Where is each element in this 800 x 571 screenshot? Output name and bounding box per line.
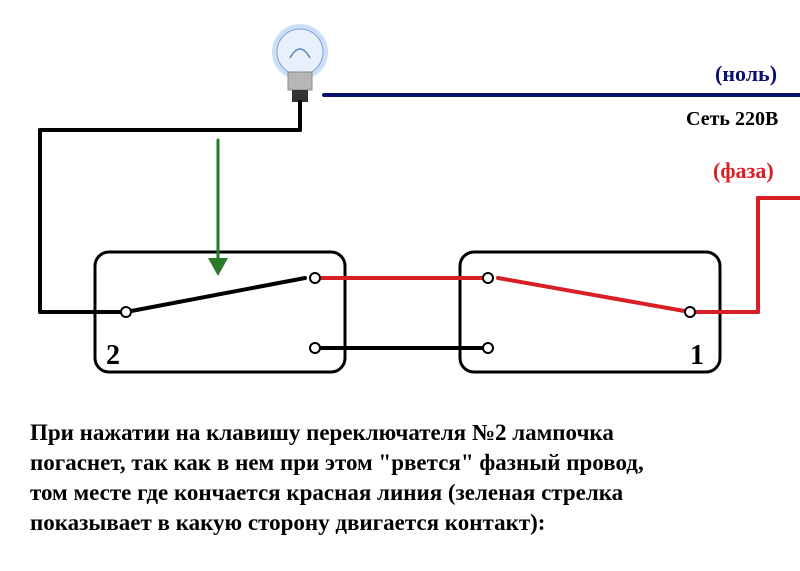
phase-label: (фаза)	[713, 158, 774, 184]
mains-label: Сеть 220В	[686, 108, 778, 131]
switch-1-label: 1	[690, 340, 704, 372]
caption-text: При нажатии на клавишу переключателя №2 …	[30, 418, 770, 538]
caption-line-3: том месте где кончается красная линия (з…	[30, 478, 770, 508]
caption-line-1: При нажатии на клавишу переключателя №2 …	[30, 418, 770, 448]
neutral-label: (ноль)	[715, 61, 777, 87]
circuit-diagram: (ноль) Сеть 220В (фаза) 2 1 При нажатии …	[0, 0, 800, 571]
caption-line-4: показывает в какую сторону двигается кон…	[30, 508, 770, 538]
caption-line-2: погаснет, так как в нем при этом "рвется…	[30, 448, 770, 478]
switch-2-label: 2	[106, 340, 120, 372]
